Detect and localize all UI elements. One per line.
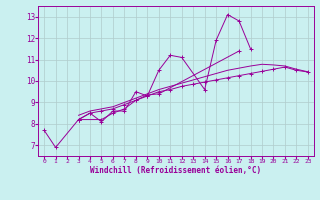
X-axis label: Windchill (Refroidissement éolien,°C): Windchill (Refroidissement éolien,°C) <box>91 166 261 175</box>
